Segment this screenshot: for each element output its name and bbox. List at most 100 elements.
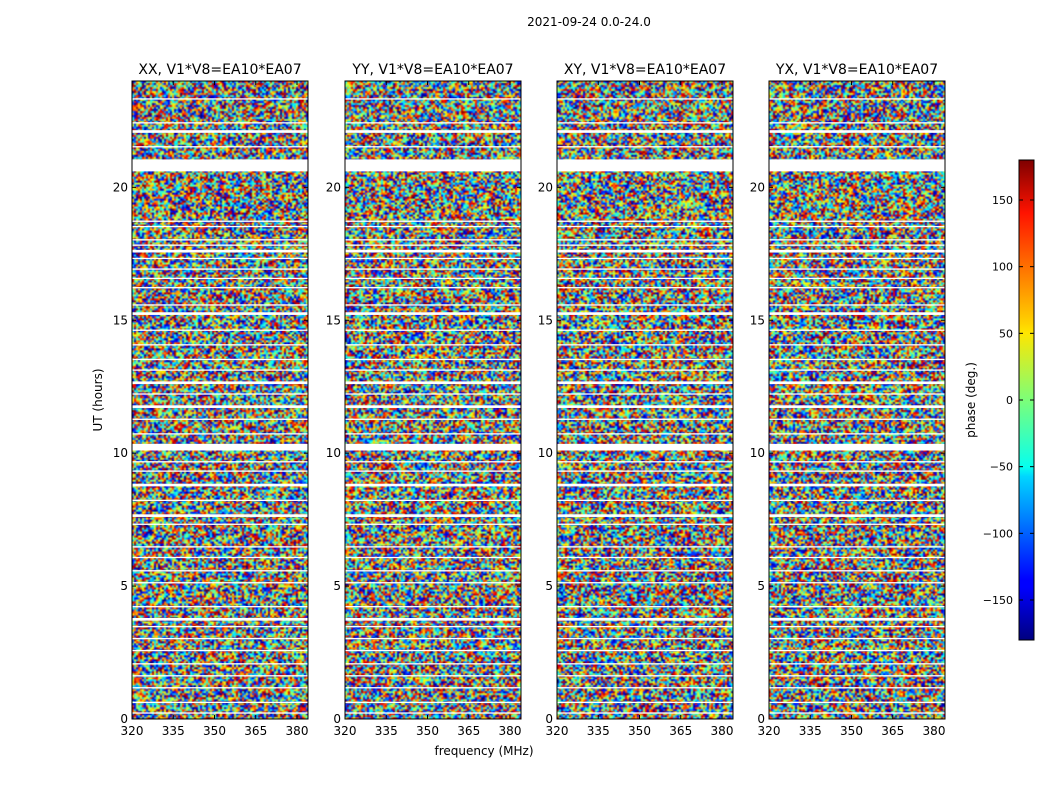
flagged-band [769,483,945,487]
flagged-band [557,687,733,689]
flagged-band [557,130,733,133]
flagged-band [345,122,521,124]
flagged-band [769,687,945,689]
y-tick-label: 20 [750,180,765,194]
flagged-band [557,287,733,289]
flagged-band [769,443,945,451]
flagged-band [132,523,308,525]
y-tick-label: 15 [326,313,341,327]
x-tick-label: 350 [203,724,226,738]
y-tick-label: 10 [113,446,128,460]
flagged-band [557,523,733,525]
flagged-band [132,433,308,435]
flagged-band [557,312,733,315]
flagged-band [557,268,733,270]
flagged-band [132,329,308,331]
flagged-band [557,225,733,228]
panel-1-phase-image [132,81,308,719]
flagged-band [132,582,308,584]
flagged-band [769,381,945,385]
x-tick-label: 320 [334,724,357,738]
flagged-band [132,470,308,472]
flagged-band [345,225,521,228]
flagged-band [345,358,521,361]
flagged-band [132,344,308,346]
flagged-band [345,649,521,652]
flagged-band [769,369,945,371]
colorbar: −150 −100 −50 0 50 100 150 phase (deg.) [964,159,1035,641]
flagged-band [345,344,521,346]
panel-3-phase-image [557,81,733,719]
flagged-band [345,443,521,451]
flagged-band [557,514,733,517]
flagged-band [557,257,733,260]
panel-2-phase-image [345,81,521,719]
flagged-band [132,287,308,289]
flagged-band [557,712,733,714]
flagged-band [769,523,945,525]
flagged-band [345,461,521,463]
flagged-band [132,312,308,315]
flagged-band [557,369,733,371]
flagged-band [345,523,521,525]
flagged-band [345,499,521,502]
flagged-band [345,249,521,253]
flagged-band [345,701,521,704]
flagged-band [345,582,521,584]
flagged-band [557,405,733,408]
flagged-band [769,649,945,652]
flagged-band [132,556,308,559]
flagged-band [132,225,308,228]
flagged-band [345,146,521,148]
flagged-band [345,277,521,280]
flagged-band [132,675,308,677]
flagged-band [769,470,945,472]
flagged-band [769,625,945,628]
flagged-band [769,130,945,133]
flagged-band [557,443,733,451]
flagged-band [557,244,733,246]
y-tick-label: 0 [757,712,765,726]
y-tick-label: 0 [120,712,128,726]
colorbar-tick-label: 50 [999,327,1013,340]
flagged-band [345,98,521,100]
flagged-band [345,617,521,621]
flagged-band [132,393,308,395]
flagged-band [132,499,308,502]
flagged-band [557,239,733,241]
flagged-band [132,637,308,640]
flagged-band [769,277,945,280]
flagged-band [557,606,733,608]
flagged-band [769,225,945,228]
flagged-band [557,159,733,172]
flagged-band [769,268,945,270]
flagged-band [132,570,308,572]
flagged-band [557,499,733,502]
flagged-band [769,159,945,172]
flagged-band [345,556,521,559]
x-tick-label: 350 [628,724,651,738]
colorbar-tick-label: 100 [992,261,1013,274]
x-tick-label: 365 [244,724,267,738]
panel-4: YX, V1*V8=EA10*EA07 320 335 350 365 380 0 5 10 15… [750,62,946,738]
colorbar-tick-label: −150 [983,594,1013,607]
flagged-band [557,483,733,487]
x-tick-label: 365 [669,724,692,738]
flagged-band [769,146,945,148]
flagged-band [132,461,308,463]
y-tick-label: 10 [326,446,341,460]
y-tick-label: 5 [545,579,553,593]
flagged-band [345,433,521,435]
flagged-band [557,249,733,253]
flagged-band [557,556,733,559]
flagged-band [769,239,945,241]
flagged-band [132,257,308,260]
flagged-band [345,130,521,133]
flagged-band [132,244,308,246]
flagged-band [769,287,945,289]
flagged-band [345,637,521,640]
x-tick-label: 380 [923,724,946,738]
flagged-band [345,244,521,246]
flagged-band [345,393,521,395]
